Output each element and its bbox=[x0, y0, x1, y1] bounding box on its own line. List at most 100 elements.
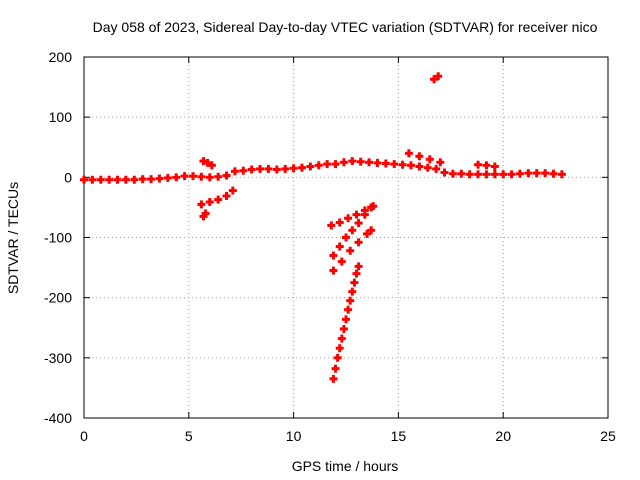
data-point bbox=[105, 175, 114, 184]
data-point bbox=[557, 170, 566, 179]
data-point bbox=[323, 160, 332, 169]
data-point bbox=[352, 269, 361, 278]
chart-title: Day 058 of 2023, Sidereal Day-to-day VTE… bbox=[93, 19, 598, 35]
data-point bbox=[423, 163, 432, 172]
data-point bbox=[430, 75, 439, 84]
data-point bbox=[524, 169, 533, 178]
data-point bbox=[482, 170, 491, 179]
x-tick-label: 15 bbox=[391, 428, 407, 444]
data-point bbox=[348, 157, 357, 166]
x-tick-label: 0 bbox=[80, 428, 88, 444]
data-point bbox=[207, 161, 216, 170]
data-point bbox=[214, 195, 223, 204]
data-point bbox=[457, 169, 466, 178]
data-point bbox=[201, 209, 210, 218]
data-point bbox=[197, 200, 206, 209]
data-point bbox=[490, 162, 499, 171]
y-tick-label: -100 bbox=[44, 230, 72, 246]
data-point bbox=[360, 210, 369, 219]
data-point bbox=[203, 158, 212, 167]
data-point bbox=[344, 214, 353, 223]
y-axis-label: SDTVAR / TECUs bbox=[5, 182, 21, 294]
data-point bbox=[88, 175, 97, 184]
data-point bbox=[281, 164, 290, 173]
data-point bbox=[80, 175, 88, 184]
data-point bbox=[188, 172, 197, 181]
data-point bbox=[440, 168, 449, 177]
data-points bbox=[80, 72, 566, 383]
data-point bbox=[180, 172, 189, 181]
data-point bbox=[339, 158, 348, 167]
data-point bbox=[346, 246, 355, 255]
data-point bbox=[333, 353, 342, 362]
data-point bbox=[239, 166, 248, 175]
data-point bbox=[346, 296, 355, 305]
data-point bbox=[415, 162, 424, 171]
data-point bbox=[228, 186, 237, 195]
data-point bbox=[434, 72, 443, 81]
x-tick-label: 20 bbox=[495, 428, 511, 444]
data-point bbox=[342, 315, 350, 324]
data-point bbox=[474, 170, 483, 179]
data-point bbox=[197, 172, 206, 181]
tick-labels: 0 5 10 15 20 25 -400 -300 -200 -100 0 100 200 bbox=[44, 49, 616, 444]
data-point bbox=[432, 164, 441, 173]
x-tick-label: 10 bbox=[286, 428, 302, 444]
data-point bbox=[230, 167, 239, 176]
data-point bbox=[356, 157, 365, 166]
data-point bbox=[499, 170, 508, 179]
data-point bbox=[222, 191, 231, 200]
data-point bbox=[373, 158, 382, 167]
data-point bbox=[289, 164, 298, 173]
data-point bbox=[256, 164, 265, 173]
data-point bbox=[465, 170, 474, 179]
y-tick-label: 200 bbox=[49, 49, 73, 65]
data-point bbox=[329, 266, 338, 275]
data-point bbox=[113, 175, 122, 184]
data-point bbox=[329, 251, 338, 260]
data-point bbox=[448, 169, 457, 178]
data-point bbox=[155, 174, 164, 183]
y-tick-label: -300 bbox=[44, 350, 72, 366]
data-point bbox=[306, 162, 315, 171]
data-point bbox=[163, 173, 172, 182]
data-point bbox=[350, 278, 359, 287]
y-tick-label: -200 bbox=[44, 290, 72, 306]
data-point bbox=[138, 175, 147, 184]
data-point bbox=[398, 160, 407, 169]
data-point bbox=[406, 161, 415, 170]
data-point bbox=[199, 157, 208, 166]
data-point bbox=[352, 210, 361, 219]
data-point bbox=[367, 226, 376, 235]
data-point bbox=[121, 175, 130, 184]
data-point bbox=[172, 173, 181, 182]
data-point bbox=[342, 233, 350, 242]
data-point bbox=[549, 169, 558, 178]
data-point bbox=[541, 169, 550, 178]
data-point bbox=[264, 164, 273, 173]
data-point bbox=[354, 219, 363, 228]
data-point bbox=[362, 229, 371, 238]
x-tick-label: 5 bbox=[185, 428, 193, 444]
data-point bbox=[329, 374, 338, 383]
y-tick-label: -400 bbox=[44, 410, 72, 426]
data-point bbox=[390, 160, 399, 169]
data-point bbox=[205, 198, 214, 207]
data-point bbox=[335, 344, 344, 353]
data-point bbox=[272, 165, 281, 174]
data-point bbox=[515, 169, 524, 178]
x-tick-label: 25 bbox=[600, 428, 616, 444]
data-point bbox=[404, 149, 413, 158]
data-point bbox=[344, 305, 353, 314]
axis-ticks bbox=[83, 56, 609, 419]
data-point bbox=[147, 175, 156, 184]
data-point bbox=[96, 175, 105, 184]
data-point bbox=[415, 152, 424, 161]
data-point bbox=[532, 169, 541, 178]
data-point bbox=[205, 173, 214, 182]
data-point bbox=[314, 161, 323, 170]
data-point bbox=[474, 160, 483, 169]
data-point bbox=[331, 160, 340, 169]
data-point bbox=[365, 158, 374, 167]
